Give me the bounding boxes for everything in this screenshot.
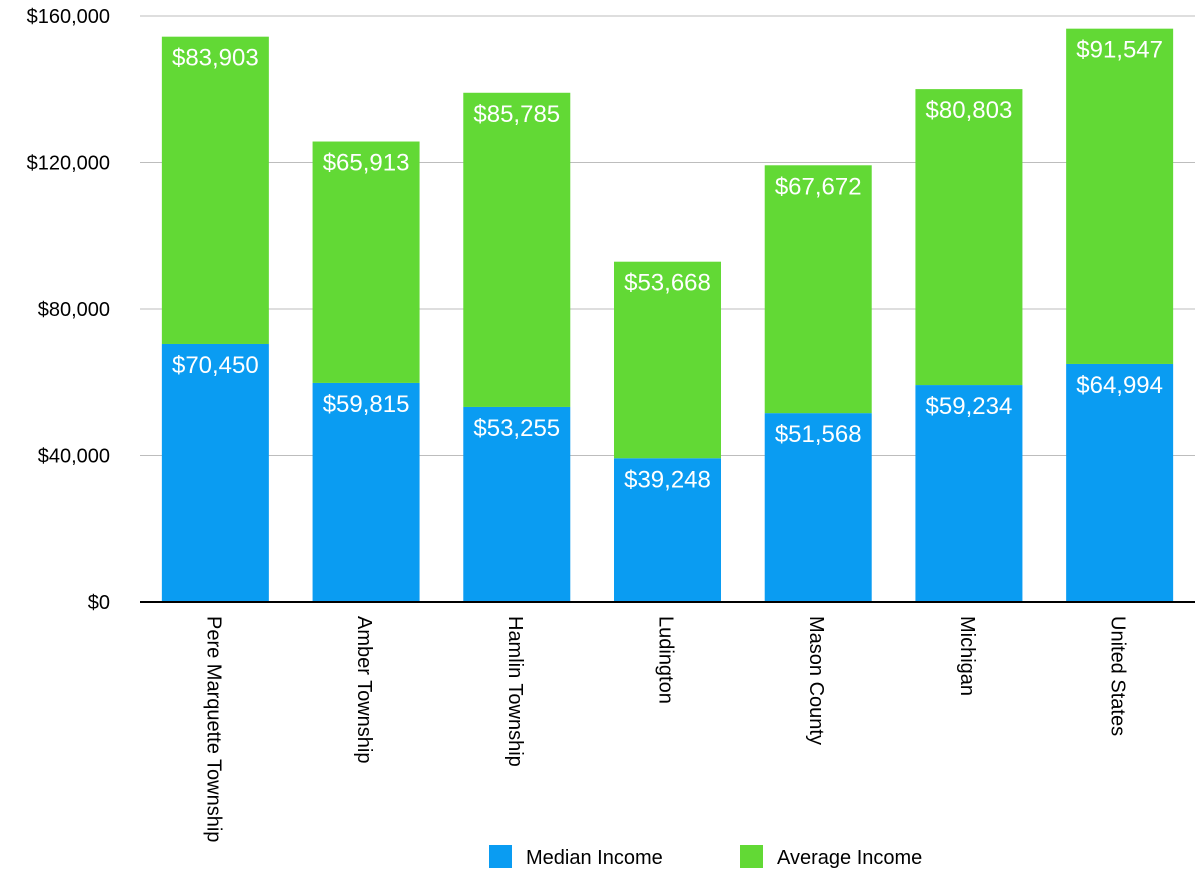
x-tick-label-pere-marquette-township: Pere Marquette Township xyxy=(202,616,224,842)
data-label-median-income-hamlin-township: $53,255 xyxy=(473,415,560,442)
legend-swatch-median-income xyxy=(489,845,512,868)
data-label-average-income-ludington: $53,668 xyxy=(624,270,711,297)
y-tick-label: $160,000 xyxy=(27,6,110,28)
y-tick-label: $40,000 xyxy=(38,446,110,468)
data-label-average-income-united-states: $91,547 xyxy=(1076,37,1163,64)
data-label-average-income-pere-marquette-township: $83,903 xyxy=(172,45,259,72)
data-label-average-income-amber-township: $65,913 xyxy=(323,150,410,177)
x-axis-category-labels: Pere Marquette Township Amber Township Ham… xyxy=(202,616,1128,842)
y-tick-label: $0 xyxy=(88,592,110,614)
x-tick-label-michigan: Michigan xyxy=(956,616,978,696)
bar-average-income-amber-township xyxy=(312,141,420,383)
bar-median-income-hamlin-township xyxy=(463,406,571,602)
bar-average-income-hamlin-township xyxy=(463,92,571,407)
bar-median-income-pere-marquette-township xyxy=(161,343,269,602)
data-label-median-income-michigan: $59,234 xyxy=(926,393,1013,420)
bar-average-income-mason-county xyxy=(764,165,872,414)
y-axis-tick-labels: $0 $40,000 $80,000 $120,000 $160,000 xyxy=(27,6,110,614)
data-label-average-income-hamlin-township: $85,785 xyxy=(473,101,560,128)
legend-label-median-income: Median Income xyxy=(526,847,663,869)
bar-average-income-michigan xyxy=(915,89,1023,386)
data-label-median-income-amber-township: $59,815 xyxy=(323,391,410,418)
data-label-median-income-ludington: $39,248 xyxy=(624,466,711,493)
bar-median-income-amber-township xyxy=(312,382,420,602)
bar-median-income-united-states xyxy=(1066,363,1174,602)
data-label-median-income-united-states: $64,994 xyxy=(1076,372,1163,399)
bars xyxy=(161,28,1174,602)
x-tick-label-mason-county: Mason County xyxy=(805,616,827,745)
data-label-average-income-mason-county: $67,672 xyxy=(775,173,862,200)
bar-average-income-ludington xyxy=(614,261,721,459)
y-tick-label: $80,000 xyxy=(38,299,110,321)
legend-swatch-average-income xyxy=(740,845,763,868)
bar-average-income-pere-marquette-township xyxy=(161,36,269,344)
x-tick-label-amber-township: Amber Township xyxy=(353,616,375,763)
bar-median-income-mason-county xyxy=(764,413,872,602)
bar-median-income-michigan xyxy=(915,385,1023,602)
bar-median-income-ludington xyxy=(614,458,721,602)
legend-label-average-income: Average Income xyxy=(777,847,922,869)
x-tick-label-ludington: Ludington xyxy=(655,616,677,704)
bar-average-income-united-states xyxy=(1066,28,1174,364)
y-tick-label: $120,000 xyxy=(27,153,110,175)
data-label-average-income-michigan: $80,803 xyxy=(926,97,1013,124)
legend: Median Income Average Income xyxy=(489,845,922,869)
data-labels: $70,450 $83,903 $59,815 $65,913 $53,255 $85,7… xyxy=(172,37,1163,494)
x-tick-label-hamlin-township: Hamlin Township xyxy=(504,616,526,767)
data-label-median-income-pere-marquette-township: $70,450 xyxy=(172,352,259,379)
x-tick-label-united-states: United States xyxy=(1107,616,1129,736)
data-label-median-income-mason-county: $51,568 xyxy=(775,421,862,448)
